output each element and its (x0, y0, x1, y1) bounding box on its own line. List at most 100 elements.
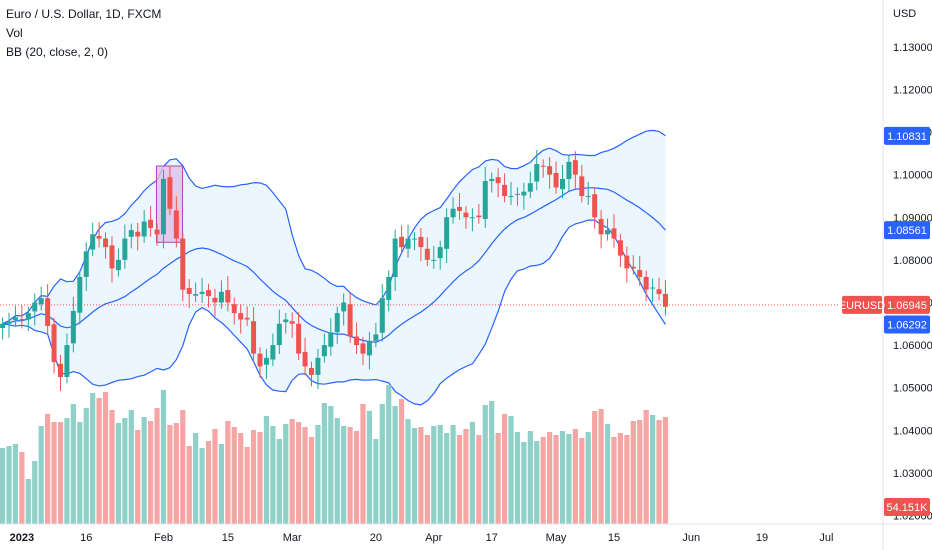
price-tick-label: 1.08000 (893, 255, 932, 267)
candle (32, 293, 38, 326)
candle-body (96, 236, 102, 239)
time-tick-label: 17 (486, 532, 498, 544)
volume-badge-bg (884, 498, 930, 516)
candle (643, 270, 649, 302)
candle-body (386, 276, 392, 300)
candle-body (289, 321, 295, 324)
candle-body (643, 276, 649, 290)
candle-body (431, 259, 437, 261)
candle-body (135, 231, 141, 237)
candle-body (630, 266, 636, 269)
price-tick-label: 1.10000 (893, 170, 932, 182)
price-tick-label: 1.05000 (893, 383, 932, 395)
volume-bar (353, 431, 360, 524)
candle (399, 225, 405, 254)
candle (547, 157, 553, 189)
volume-bar (598, 409, 604, 524)
volume-bar (77, 422, 83, 524)
volume-bar (289, 419, 295, 524)
volume-bar (115, 423, 122, 524)
volume-bar (514, 432, 521, 524)
volume-bar (231, 427, 237, 524)
volume-bar (57, 422, 64, 524)
volume-bar (334, 418, 340, 524)
candle (502, 173, 508, 203)
volume-bar (489, 401, 495, 524)
candle (650, 278, 656, 303)
candle-body (521, 191, 527, 196)
candle (225, 276, 231, 312)
candle (6, 312, 12, 338)
volume-bar (604, 424, 611, 524)
candle-body (444, 217, 450, 249)
candle (231, 297, 237, 325)
candle (238, 304, 244, 334)
volume-bar (547, 432, 553, 524)
volume-bar (51, 422, 57, 524)
candle-body (508, 195, 514, 197)
candle-body (379, 298, 385, 333)
candle-body (347, 304, 353, 337)
candle (180, 232, 186, 302)
volume-bar (373, 439, 379, 524)
candle (83, 242, 89, 291)
time-tick-label: 15 (608, 532, 620, 544)
candle-body (186, 287, 192, 294)
volume-bar (257, 432, 263, 524)
candle (418, 227, 424, 262)
candle-body (328, 332, 334, 347)
volume-bar (444, 433, 450, 524)
candle-body (547, 166, 553, 175)
candle-body (6, 321, 12, 324)
candle (450, 197, 456, 224)
price-axis[interactable]: 1.130001.120001.110001.100001.090001.080… (893, 42, 932, 523)
candle (527, 171, 533, 199)
volume-bar (398, 399, 405, 524)
candle (96, 221, 102, 248)
candle (12, 305, 18, 327)
bollinger-indicator-label[interactable]: BB (20, close, 2, 0) (6, 45, 109, 59)
volume-bar (482, 405, 488, 524)
candle-body (38, 298, 44, 305)
volume-bar (328, 406, 334, 524)
volume-bar (276, 439, 282, 524)
candle (77, 270, 83, 325)
candle (199, 277, 205, 303)
volume-bar (135, 430, 141, 524)
candle (128, 223, 134, 249)
candle-body (154, 229, 160, 235)
candle-body (424, 248, 430, 260)
volume-indicator-label[interactable]: Vol (6, 26, 23, 40)
candle-body (283, 319, 289, 323)
last-price-badge: 1.06945 (884, 295, 930, 314)
candle (308, 361, 314, 387)
candle-body (321, 345, 327, 357)
candle (392, 229, 398, 291)
volume-bars (0, 385, 669, 524)
candle-body (251, 321, 257, 354)
volume-bar (347, 427, 353, 524)
candle (167, 165, 173, 216)
volume-bar (6, 446, 12, 524)
candle-body (199, 291, 205, 294)
symbol-badge-text: EURUSD (839, 300, 886, 312)
candle (115, 248, 121, 277)
candle-body (25, 313, 31, 320)
volume-bar (559, 431, 566, 524)
volume-bar (521, 442, 527, 524)
volume-bar (572, 429, 578, 524)
candle (662, 279, 668, 316)
candle (534, 149, 540, 191)
candle-body (193, 293, 199, 296)
bb-upper-badge: 1.10831 (884, 126, 930, 145)
candle-body (180, 238, 186, 290)
candle (630, 255, 636, 275)
candle (212, 288, 218, 317)
time-tick-label: 16 (80, 532, 92, 544)
volume-bar (379, 404, 385, 524)
candle (90, 222, 96, 257)
candle (617, 233, 623, 268)
time-axis[interactable]: 2023 16 Feb 15 Mar 20 Apr 17 May 15 Jun 19 Jul (10, 532, 834, 544)
bb-lower-badge-text: 1.06292 (887, 319, 927, 331)
